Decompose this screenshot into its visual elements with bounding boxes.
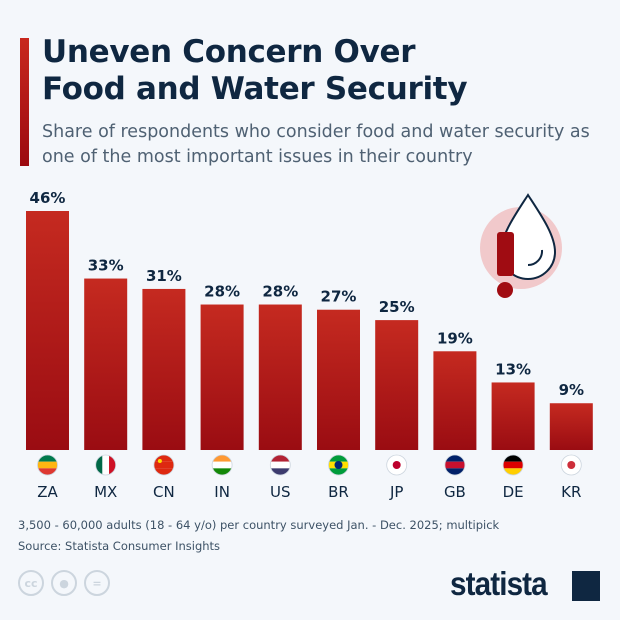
bar-za bbox=[26, 211, 69, 450]
flag-icon-de bbox=[502, 454, 524, 476]
bar-us bbox=[258, 304, 302, 450]
category-label-kr: KR bbox=[561, 483, 581, 501]
category-label-mx: MX bbox=[94, 483, 117, 501]
water-alert-icon bbox=[480, 193, 562, 298]
flag-icon-gb bbox=[444, 454, 466, 476]
category-label-jp: JP bbox=[389, 483, 403, 501]
flag-icon-br bbox=[328, 454, 349, 476]
bar-in bbox=[200, 304, 244, 450]
flag-icon-us bbox=[269, 454, 291, 476]
data-label-za: 46% bbox=[30, 189, 66, 207]
license-icons: cc ● = bbox=[18, 570, 110, 596]
title-line-2: Food and Water Security bbox=[42, 71, 468, 107]
survey-note: 3,500 - 60,000 adults (18 - 64 y/o) per … bbox=[18, 518, 500, 532]
data-label-br: 27% bbox=[321, 288, 357, 306]
data-label-kr: 9% bbox=[559, 381, 584, 399]
bar-gb bbox=[433, 351, 477, 450]
source: Source: Statista Consumer Insights bbox=[18, 539, 221, 553]
flag-icon-cn bbox=[153, 454, 175, 476]
bar-br bbox=[317, 309, 360, 450]
bar-jp bbox=[375, 320, 419, 450]
category-label-us: US bbox=[270, 483, 291, 501]
bar-chart: 46% ZA 33% MX 31% CN 28% IN 28% US 27% BR 25% JP 19% GB… bbox=[26, 189, 593, 501]
footnote: 3,500 - 60,000 adults (18 - 64 y/o) per … bbox=[18, 515, 499, 557]
flag-icon-za bbox=[37, 454, 58, 476]
flag-icon-kr bbox=[560, 454, 582, 476]
attribution-icon[interactable]: ● bbox=[51, 570, 77, 596]
category-label-za: ZA bbox=[37, 483, 58, 501]
bar-cn bbox=[142, 288, 186, 450]
cc-icon[interactable]: cc bbox=[18, 570, 44, 596]
flag-icon-mx bbox=[95, 454, 117, 476]
data-label-in: 28% bbox=[204, 283, 240, 301]
statista-logo-mark bbox=[572, 571, 600, 601]
title-line-1: Uneven Concern Over bbox=[42, 34, 416, 70]
data-label-cn: 31% bbox=[146, 267, 182, 285]
category-label-de: DE bbox=[503, 483, 524, 501]
no-derivatives-icon[interactable]: = bbox=[84, 570, 110, 596]
category-label-cn: CN bbox=[153, 483, 175, 501]
title-accent-bar bbox=[20, 38, 29, 166]
page-title: Uneven Concern Over Food and Water Securi… bbox=[42, 34, 468, 108]
flag-icon-in bbox=[211, 454, 233, 476]
category-label-br: BR bbox=[328, 483, 349, 501]
bar-mx bbox=[84, 278, 128, 450]
data-label-de: 13% bbox=[495, 360, 531, 378]
statista-logo[interactable]: statista bbox=[450, 565, 548, 602]
bar-de bbox=[491, 382, 535, 450]
data-label-jp: 25% bbox=[379, 298, 415, 316]
category-label-gb: GB bbox=[444, 483, 466, 501]
bar-kr bbox=[549, 403, 593, 450]
data-label-us: 28% bbox=[262, 283, 298, 301]
flag-icon-jp bbox=[386, 454, 408, 476]
category-label-in: IN bbox=[214, 483, 230, 501]
subtitle: Share of respondents who consider food a… bbox=[42, 122, 590, 167]
data-label-gb: 19% bbox=[437, 329, 473, 347]
data-label-mx: 33% bbox=[88, 257, 124, 275]
